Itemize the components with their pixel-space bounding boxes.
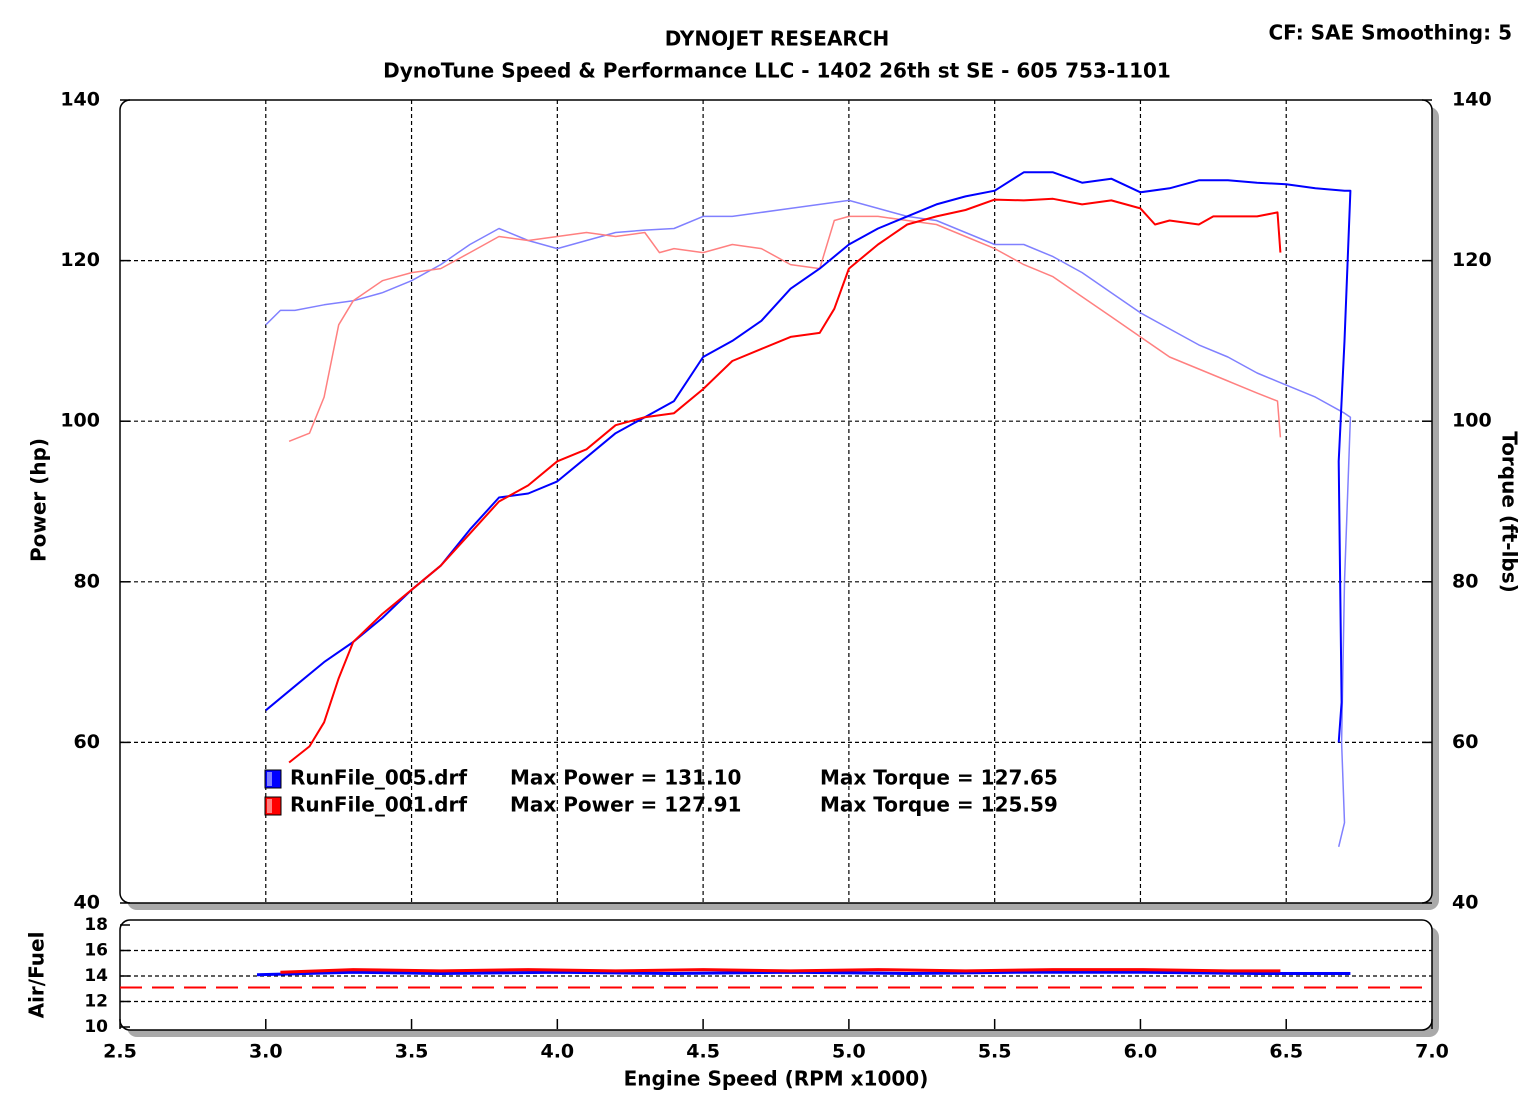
x-tick-label: 7.0: [1415, 1041, 1449, 1063]
y2-axis-label: Torque (ft-lbs): [1498, 431, 1522, 593]
y-tick-label: 12: [84, 992, 108, 1012]
settings-note: CF: SAE Smoothing: 5: [1268, 21, 1512, 45]
x-axis-label: Engine Speed (RPM x1000): [624, 1067, 929, 1091]
y-tick-label: 40: [74, 892, 100, 914]
plot-area: [119, 99, 1433, 904]
x-tick-label: 4.0: [540, 1041, 574, 1063]
legend-max-power: Max Power = 127.91: [510, 793, 741, 817]
afr-axis-label: Air/Fuel: [25, 932, 49, 1019]
y2-tick-label: 100: [1452, 410, 1492, 432]
legend-swatch-shine: [267, 772, 272, 786]
x-tick-label: 2.5: [103, 1041, 137, 1063]
y-tick-label: 14: [84, 966, 108, 986]
y-tick-label: 60: [74, 731, 100, 753]
chart-subtitle: DynoTune Speed & Performance LLC - 1402 …: [383, 59, 1171, 83]
data-line: [280, 968, 1281, 974]
chart-title: DYNOJET RESEARCH: [665, 27, 890, 51]
data-line: [288, 215, 1282, 442]
data-line: [288, 197, 1282, 764]
y2-tick-label: 140: [1452, 89, 1492, 111]
legend-file: RunFile_001.drf: [290, 793, 467, 817]
y-tick-label: 10: [84, 1017, 108, 1037]
y-tick-label: 140: [60, 89, 100, 111]
data-line: [265, 171, 1352, 743]
plot-area: [119, 919, 1433, 1031]
x-tick-label: 5.0: [832, 1041, 866, 1063]
x-tick-label: 3.0: [249, 1041, 283, 1063]
x-tick-label: 3.5: [395, 1041, 429, 1063]
x-tick-label: 5.5: [978, 1041, 1012, 1063]
y-tick-label: 120: [60, 249, 100, 271]
legend-max-power: Max Power = 131.10: [510, 766, 741, 790]
y2-tick-label: 120: [1452, 249, 1492, 271]
y2-tick-label: 60: [1452, 731, 1478, 753]
y-axis-label: Power (hp): [27, 438, 51, 562]
x-tick-label: 6.0: [1124, 1041, 1158, 1063]
data-line: [265, 199, 1352, 847]
y2-tick-label: 80: [1452, 570, 1478, 592]
y-tick-label: 80: [74, 570, 100, 592]
legend-max-torque: Max Torque = 125.59: [820, 793, 1058, 817]
x-tick-label: 6.5: [1269, 1041, 1303, 1063]
legend-max-torque: Max Torque = 127.65: [820, 766, 1058, 790]
y2-tick-label: 40: [1452, 892, 1478, 914]
y-tick-label: 16: [84, 941, 108, 961]
x-tick-label: 4.5: [686, 1041, 720, 1063]
legend-swatch-shine: [267, 799, 272, 813]
y-tick-label: 100: [60, 410, 100, 432]
legend-file: RunFile_005.drf: [290, 766, 467, 790]
y-tick-label: 18: [84, 915, 108, 935]
